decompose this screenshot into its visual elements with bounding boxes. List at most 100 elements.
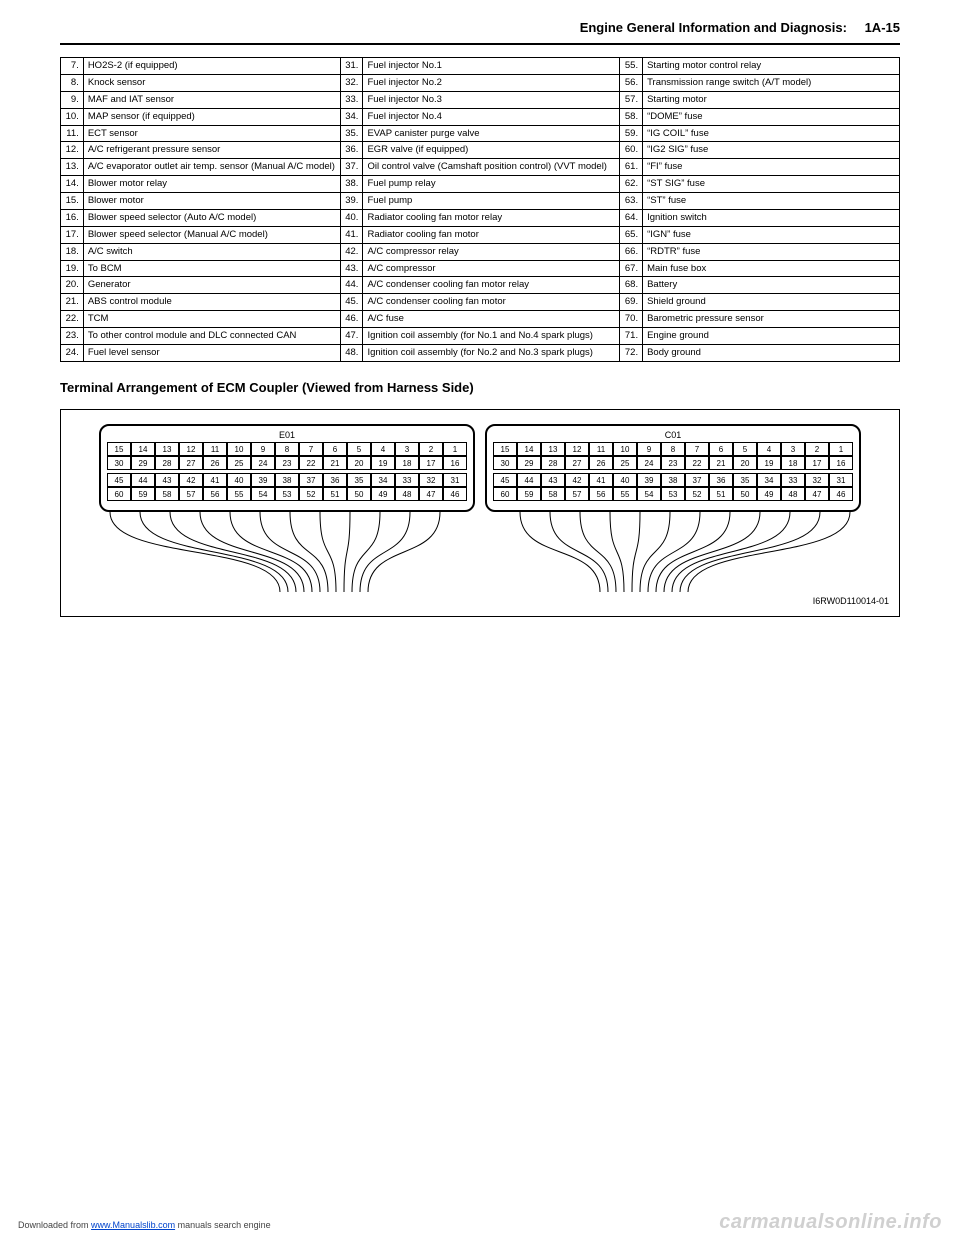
pin-cell: 7 xyxy=(685,442,709,456)
pin-cell: 10 xyxy=(613,442,637,456)
pin-cell: 31 xyxy=(829,473,853,487)
pin-block: 1514131211109876543213029282726252423222… xyxy=(493,442,853,470)
pin-cell: 25 xyxy=(227,456,251,470)
pin-cell: 31 xyxy=(443,473,467,487)
figure-id: I6RW0D110014-01 xyxy=(71,596,889,606)
pin-cell: 2 xyxy=(419,442,443,456)
pin-cell: 3 xyxy=(395,442,419,456)
pin-cell: 20 xyxy=(733,456,757,470)
pin-cell: 53 xyxy=(275,487,299,501)
item-number: 12. xyxy=(61,142,84,159)
pin-cell: 45 xyxy=(493,473,517,487)
pin-cell: 13 xyxy=(155,442,179,456)
item-number: 34. xyxy=(340,108,363,125)
pin-cell: 52 xyxy=(685,487,709,501)
item-number: 71. xyxy=(620,328,643,345)
item-number: 45. xyxy=(340,294,363,311)
pin-cell: 32 xyxy=(419,473,443,487)
item-description: “IG COIL” fuse xyxy=(643,125,900,142)
item-description: Fuel pump xyxy=(363,193,620,210)
item-number: 16. xyxy=(61,209,84,226)
pin-cell: 27 xyxy=(565,456,589,470)
table-row: 9.MAF and IAT sensor33.Fuel injector No.… xyxy=(61,91,900,108)
pin-cell: 37 xyxy=(685,473,709,487)
pin-cell: 24 xyxy=(251,456,275,470)
pin-row: 151413121110987654321 xyxy=(493,442,853,456)
pin-cell: 36 xyxy=(323,473,347,487)
item-description: “DOME” fuse xyxy=(643,108,900,125)
pin-cell: 50 xyxy=(733,487,757,501)
pin-cell: 32 xyxy=(805,473,829,487)
manualslib-link[interactable]: www.Manualslib.com xyxy=(91,1220,175,1230)
header-title: Engine General Information and Diagnosis… xyxy=(580,20,847,35)
item-description: Battery xyxy=(643,277,900,294)
pin-cell: 23 xyxy=(661,456,685,470)
pin-cell: 60 xyxy=(107,487,131,501)
pin-cell: 12 xyxy=(179,442,203,456)
table-row: 11.ECT sensor35.EVAP canister purge valv… xyxy=(61,125,900,142)
item-description: A/C condenser cooling fan motor relay xyxy=(363,277,620,294)
pin-block: 1514131211109876543213029282726252423222… xyxy=(107,442,467,470)
pin-row: 454443424140393837363534333231 xyxy=(493,473,853,487)
pin-cell: 38 xyxy=(275,473,299,487)
pin-cell: 41 xyxy=(203,473,227,487)
pin-cell: 55 xyxy=(613,487,637,501)
pin-cell: 17 xyxy=(419,456,443,470)
pin-cell: 38 xyxy=(661,473,685,487)
item-number: 24. xyxy=(61,344,84,361)
pin-cell: 37 xyxy=(299,473,323,487)
pin-cell: 44 xyxy=(131,473,155,487)
pin-cell: 13 xyxy=(541,442,565,456)
pin-cell: 46 xyxy=(443,487,467,501)
pin-cell: 36 xyxy=(709,473,733,487)
pin-cell: 4 xyxy=(757,442,781,456)
pin-cell: 40 xyxy=(227,473,251,487)
item-number: 63. xyxy=(620,193,643,210)
pin-cell: 41 xyxy=(589,473,613,487)
pin-cell: 16 xyxy=(829,456,853,470)
item-number: 42. xyxy=(340,243,363,260)
pin-cell: 16 xyxy=(443,456,467,470)
item-description: A/C switch xyxy=(83,243,340,260)
item-number: 47. xyxy=(340,328,363,345)
pin-cell: 47 xyxy=(419,487,443,501)
item-description: A/C refrigerant pressure sensor xyxy=(83,142,340,159)
item-description: ECT sensor xyxy=(83,125,340,142)
item-description: Shield ground xyxy=(643,294,900,311)
table-row: 24.Fuel level sensor48.Ignition coil ass… xyxy=(61,344,900,361)
pin-cell: 29 xyxy=(131,456,155,470)
pin-cell: 48 xyxy=(395,487,419,501)
pin-cell: 39 xyxy=(637,473,661,487)
item-description: Radiator cooling fan motor relay xyxy=(363,209,620,226)
pin-cell: 59 xyxy=(131,487,155,501)
pin-cell: 21 xyxy=(323,456,347,470)
item-number: 43. xyxy=(340,260,363,277)
pin-cell: 4 xyxy=(371,442,395,456)
item-number: 67. xyxy=(620,260,643,277)
pin-cell: 14 xyxy=(517,442,541,456)
pin-cell: 33 xyxy=(395,473,419,487)
pin-cell: 25 xyxy=(613,456,637,470)
pin-cell: 51 xyxy=(709,487,733,501)
pin-cell: 29 xyxy=(517,456,541,470)
footer-watermark: carmanualsonline.info xyxy=(719,1211,942,1234)
reference-table: 7.HO2S-2 (if equipped)31.Fuel injector N… xyxy=(60,57,900,362)
item-description: Transmission range switch (A/T model) xyxy=(643,74,900,91)
item-description: “IGN” fuse xyxy=(643,226,900,243)
item-number: 55. xyxy=(620,58,643,75)
item-description: Blower motor xyxy=(83,193,340,210)
footer-left: Downloaded from www.Manualslib.com manua… xyxy=(18,1220,271,1230)
table-row: 23.To other control module and DLC conne… xyxy=(61,328,900,345)
table-row: 16.Blower speed selector (Auto A/C model… xyxy=(61,209,900,226)
item-description: A/C evaporator outlet air temp. sensor (… xyxy=(83,159,340,176)
item-description: MAF and IAT sensor xyxy=(83,91,340,108)
pin-cell: 59 xyxy=(517,487,541,501)
item-number: 37. xyxy=(340,159,363,176)
item-description: Fuel injector No.1 xyxy=(363,58,620,75)
pin-cell: 60 xyxy=(493,487,517,501)
pin-cell: 46 xyxy=(829,487,853,501)
item-number: 15. xyxy=(61,193,84,210)
pin-cell: 35 xyxy=(347,473,371,487)
pin-cell: 10 xyxy=(227,442,251,456)
item-number: 36. xyxy=(340,142,363,159)
